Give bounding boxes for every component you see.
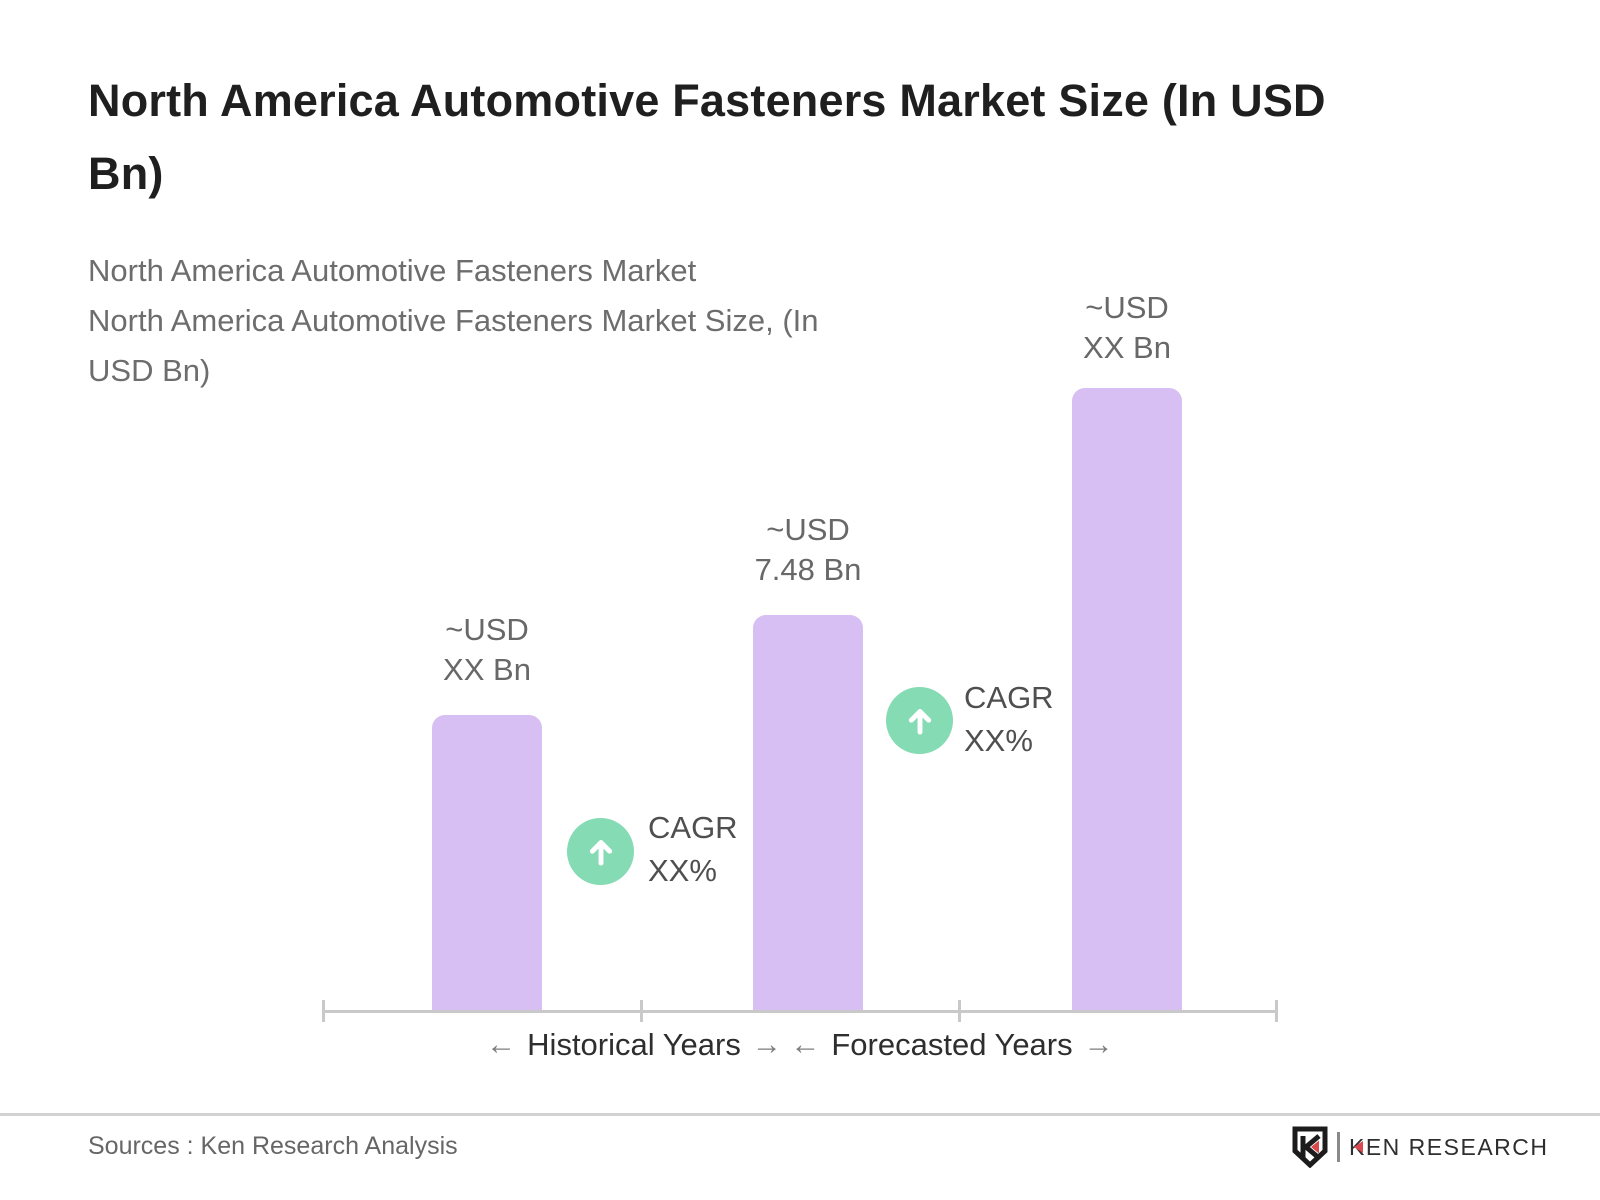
axis-tick	[640, 1000, 643, 1022]
cagr-label-line: XX%	[648, 853, 717, 888]
axis-range-text: Historical Years	[527, 1027, 741, 1062]
chart-subtitle-line: North America Automotive Fasteners Marke…	[88, 303, 819, 338]
ken-research-logo: K EN RESEARCH	[1292, 1126, 1549, 1168]
cagr-badge	[886, 687, 953, 754]
chart-subtitle-line: USD Bn)	[88, 353, 211, 388]
bar-value-label: ~USD 7.48 Bn	[688, 510, 928, 590]
axis-range-label-forecasted: ← Forecasted Years →	[777, 1027, 1127, 1063]
axis-range-label-historical: ← Historical Years →	[459, 1027, 809, 1063]
footer-divider	[0, 1113, 1600, 1116]
chart-subtitle-line: North America Automotive Fasteners Marke…	[88, 253, 697, 288]
axis-tick	[322, 1000, 325, 1022]
cagr-label: CAGR XX%	[648, 806, 738, 892]
left-arrow-icon: ←	[790, 1028, 821, 1061]
page-title-line: Bn)	[88, 148, 164, 199]
axis-tick	[958, 1000, 961, 1022]
cagr-label: CAGR XX%	[964, 676, 1054, 762]
axis-range-text: Forecasted Years	[831, 1027, 1073, 1062]
bar-value-label-line: XX Bn	[443, 652, 531, 687]
page-title-line: North America Automotive Fasteners Marke…	[88, 75, 1326, 126]
bar-value-label-line: ~USD	[445, 612, 529, 647]
logo-text-rest: EN RESEARCH	[1365, 1133, 1549, 1160]
cagr-badge	[567, 818, 634, 885]
source-note: Sources : Ken Research Analysis	[88, 1132, 458, 1160]
right-arrow-icon: →	[1083, 1028, 1114, 1061]
up-arrow-icon	[589, 839, 612, 866]
chart-subtitle: North America Automotive Fasteners Marke…	[88, 246, 1088, 396]
cagr-label-line: XX%	[964, 723, 1033, 758]
page-title: North America Automotive Fasteners Marke…	[88, 64, 1548, 210]
cagr-label-line: CAGR	[964, 680, 1054, 715]
bar-value-label-line: ~USD	[1085, 290, 1169, 325]
x-axis-line	[322, 1010, 1278, 1013]
bar-value-label-line: ~USD	[766, 512, 850, 547]
right-arrow-icon: →	[751, 1028, 782, 1061]
axis-tick	[1275, 1000, 1278, 1022]
bar-value-label-line: 7.48 Bn	[754, 552, 862, 587]
bar-forecast	[1072, 388, 1182, 1012]
bar-value-label: ~USD XX Bn	[367, 610, 607, 690]
left-arrow-icon: ←	[486, 1028, 517, 1061]
shield-k-icon	[1292, 1126, 1328, 1168]
bar-historical	[432, 715, 542, 1012]
bar-value-label: ~USD XX Bn	[1007, 288, 1247, 368]
cagr-label-line: CAGR	[648, 810, 738, 845]
bar-current	[753, 615, 863, 1012]
up-arrow-icon	[908, 708, 931, 735]
logo-text: K EN RESEARCH	[1349, 1134, 1549, 1161]
red-triangle-icon	[1353, 1141, 1363, 1153]
logo-divider	[1337, 1132, 1340, 1162]
bar-value-label-line: XX Bn	[1083, 330, 1171, 365]
